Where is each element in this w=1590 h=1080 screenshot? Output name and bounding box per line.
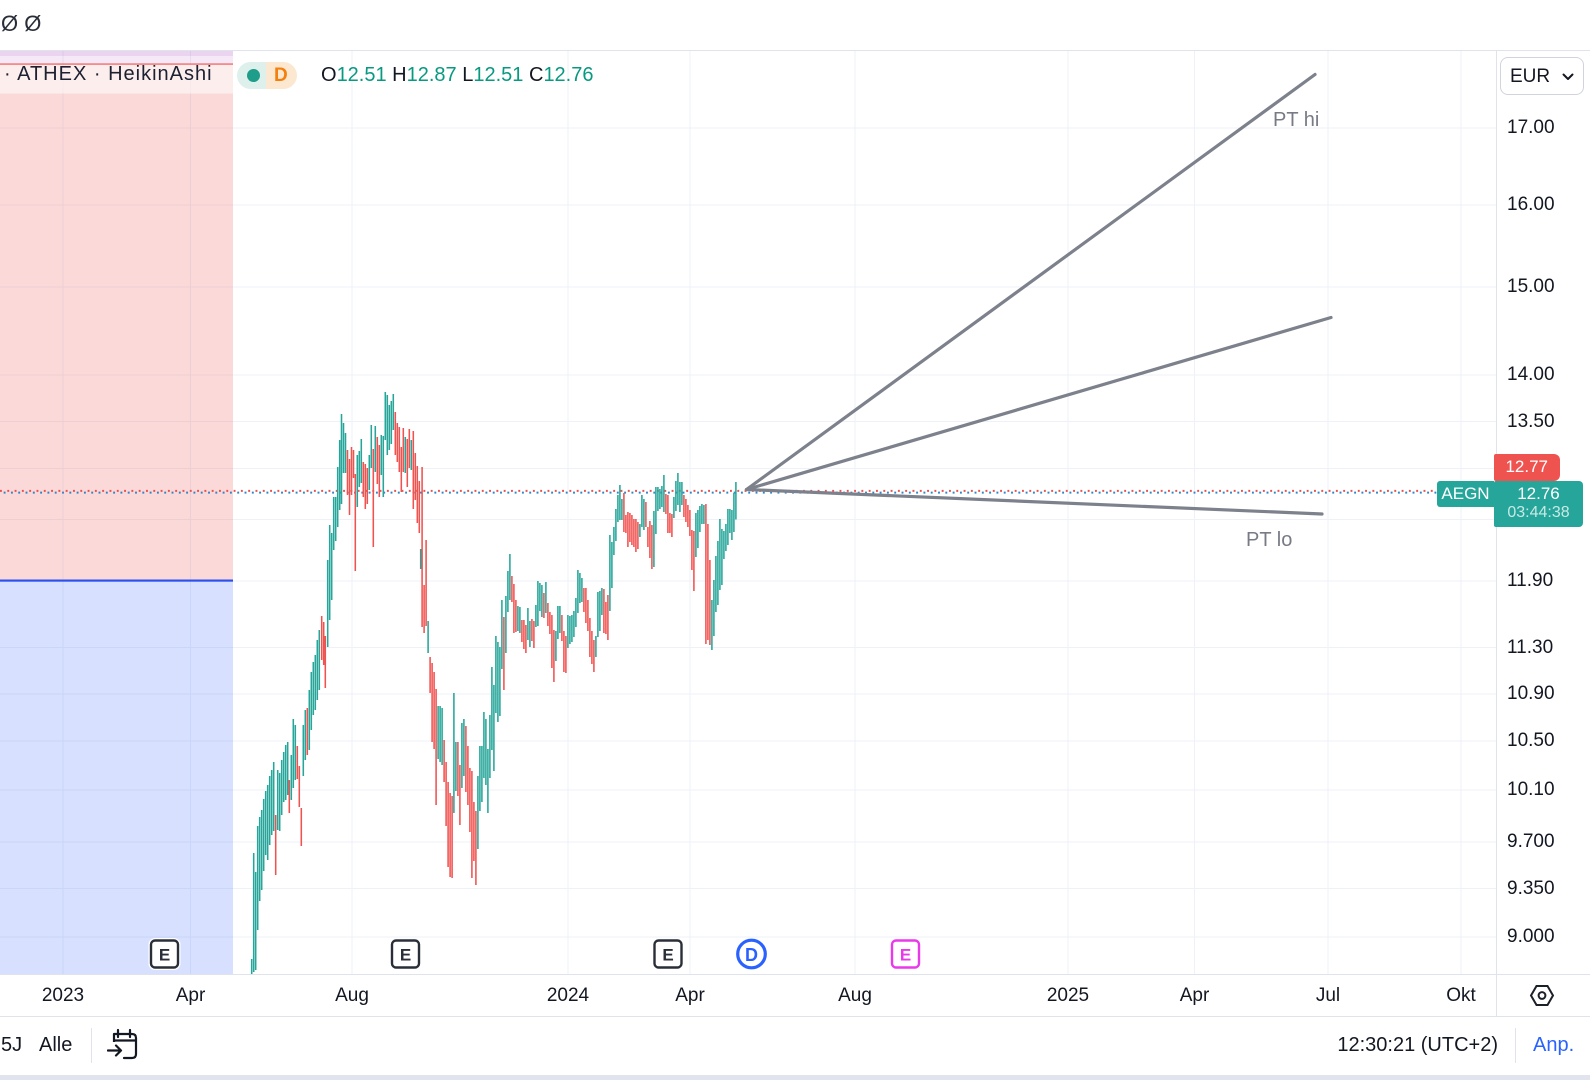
svg-text:D: D (745, 945, 758, 965)
svg-text:E: E (662, 946, 673, 965)
svg-text:E: E (400, 946, 411, 965)
svg-text:E: E (159, 946, 170, 965)
svg-text:PT hi: PT hi (1273, 109, 1319, 131)
svg-text:PT lo: PT lo (1246, 529, 1292, 551)
svg-text:E: E (900, 946, 911, 965)
